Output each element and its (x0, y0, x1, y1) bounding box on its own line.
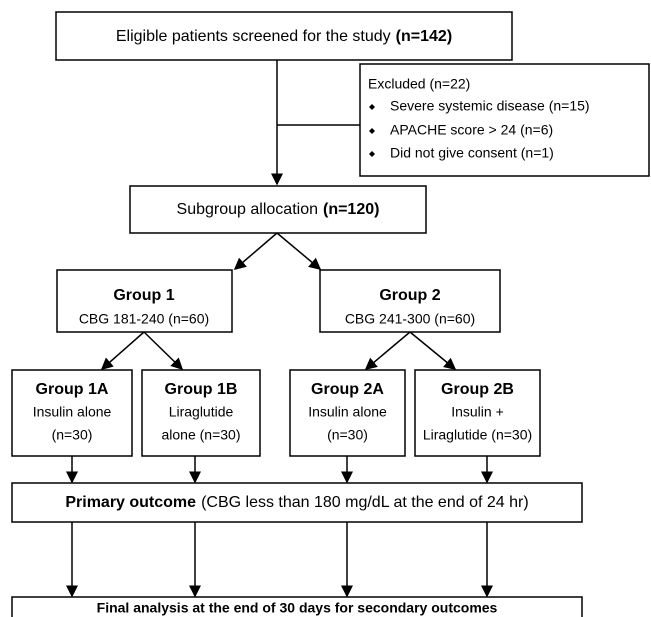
final-box (11, 596, 583, 617)
subgroup-name: Group 1A (36, 381, 109, 398)
group-box (319, 269, 501, 333)
bullets (369, 104, 375, 157)
subgroup-line: (n=30) (327, 427, 368, 443)
group-box (56, 269, 233, 333)
subgroup-line: Liraglutide (n=30) (423, 427, 532, 443)
screened-box (55, 11, 513, 61)
excluded-reason: Did not give consent (n=1) (390, 145, 554, 161)
primary-box (11, 482, 583, 523)
allocation-count: (n=120) (323, 201, 379, 218)
subgroup-box (141, 369, 261, 457)
subgroup-line: Liraglutide (169, 404, 234, 420)
subgroup-line: Insulin alone (33, 404, 112, 420)
subgroup-name: Group 2B (441, 381, 514, 398)
excluded-title: Excluded (n=22) (368, 76, 470, 92)
subgroup-name: Group 1B (165, 381, 238, 398)
excluded-box (359, 63, 650, 177)
group-name: Group 1 (113, 287, 174, 304)
subgroup-box (414, 369, 541, 457)
excluded-reason: Severe systemic disease (n=15) (390, 98, 590, 114)
connectors (66, 60, 493, 598)
subgroup-line: alone (n=30) (161, 427, 240, 443)
screened-label: Eligible patients screened for the study… (116, 28, 452, 45)
excluded-reason: APACHE score > 24 (n=6) (390, 122, 553, 138)
group-detail: CBG 241-300 (n=60) (345, 311, 475, 327)
subgroup-line: (n=30) (52, 427, 93, 443)
primary-detail: (CBG less than 180 mg/dL at the end of 2… (201, 494, 529, 511)
allocation-box (129, 185, 427, 234)
allocation-text: Subgroup allocation (177, 201, 318, 218)
group-name: Group 2 (379, 287, 440, 304)
subgroups: Group 1A Insulin alone (n=30) Group 1B Lirag… (11, 369, 541, 457)
primary-label: Primary outcome (CBG less than 180 mg/dL … (65, 494, 528, 511)
subgroup-box (289, 369, 406, 457)
final-label: Final analysis at the end of 30 days for… (97, 600, 498, 616)
subgroup-line: Insulin + (451, 404, 504, 420)
screened-text: Eligible patients screened for the study (116, 28, 391, 45)
primary-name: Primary outcome (65, 494, 196, 511)
subgroup-name: Group 2A (311, 381, 384, 398)
allocation-label: Subgroup allocation (n=120) (177, 201, 380, 218)
subgroup-line: Insulin alone (308, 404, 387, 420)
group-detail: CBG 181-240 (n=60) (79, 311, 209, 327)
screened-count: (n=142) (396, 28, 452, 45)
subgroup-box (11, 369, 133, 457)
